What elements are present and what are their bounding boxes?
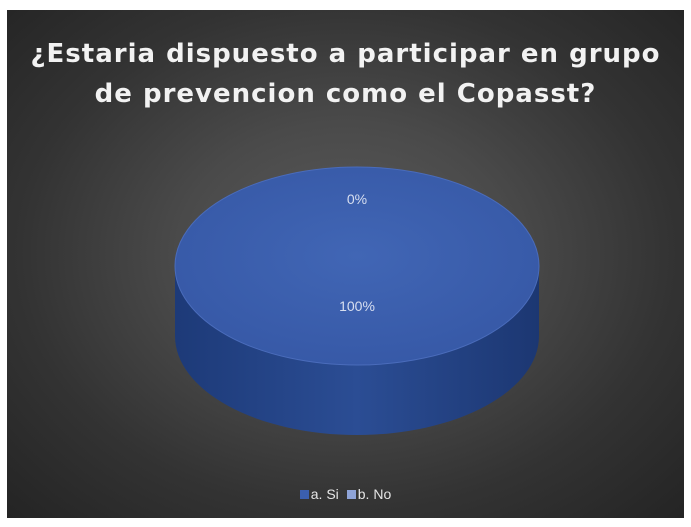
legend-item-a-si[interactable]: a. Si <box>299 486 339 502</box>
legend: a. Si b. No <box>7 486 684 502</box>
legend-label-a-si: a. Si <box>310 486 339 502</box>
chart-title: ¿Estaria dispuesto a participar en grupo… <box>7 34 684 114</box>
legend-swatch-b-no <box>346 489 356 499</box>
pie-slice-a-si[interactable] <box>174 166 540 366</box>
legend-swatch-a-si <box>299 489 309 499</box>
pie-slice-side <box>175 266 539 435</box>
pie-chart: 0% 100% <box>174 166 540 435</box>
chart-area: ¿Estaria dispuesto a participar en grupo… <box>7 10 684 518</box>
data-label-b-no: 0% <box>347 191 367 207</box>
data-label-a-si: 100% <box>339 298 375 314</box>
legend-item-b-no[interactable]: b. No <box>346 486 392 502</box>
legend-label-b-no: b. No <box>357 486 392 502</box>
chart-title-line-2: de prevencion como el Copasst? <box>94 79 597 109</box>
chart-title-line-1: ¿Estaria dispuesto a participar en grupo <box>30 39 661 69</box>
